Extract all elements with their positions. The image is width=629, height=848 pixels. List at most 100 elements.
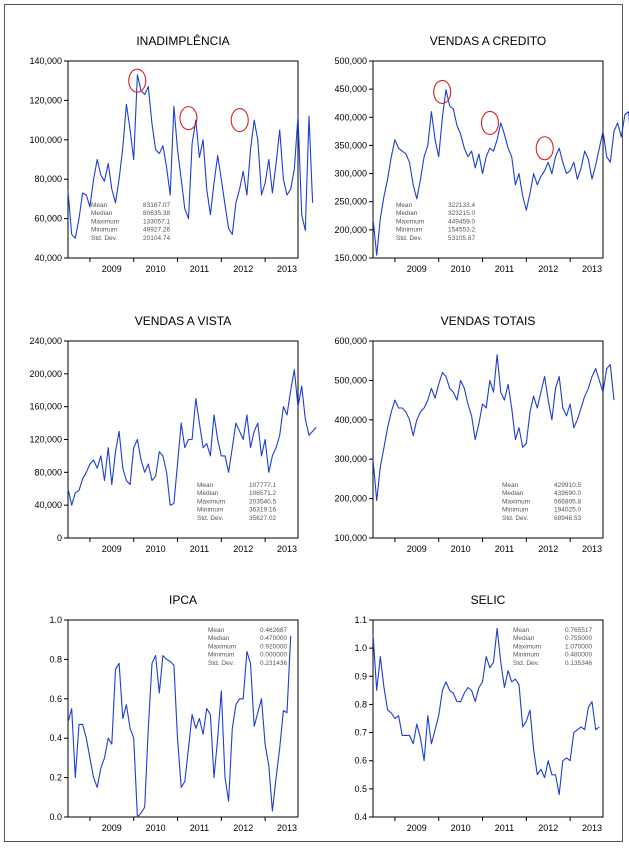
x-tick-label: 2012 xyxy=(538,823,558,833)
stat-value: 566805.8 xyxy=(554,498,581,505)
stat-label: Minimum xyxy=(513,652,539,659)
x-tick-label: 2009 xyxy=(407,264,427,274)
chart-title: VENDAS TOTAIS xyxy=(441,314,536,328)
chart-inadimplencia: INADIMPLÊNCIA 40,000 60,000 80,000 100,000 12… xyxy=(10,28,314,278)
stat-label: Std. Dev. xyxy=(91,235,117,242)
chart-vendas-a-vista: VENDAS A VISTA 0 40,000 80,000 120,000 160,00… xyxy=(10,308,317,558)
y-tick-label: 60,000 xyxy=(34,214,62,224)
y-tick-label: 0.9 xyxy=(354,671,367,681)
y-tick-label: 1.0 xyxy=(49,615,62,625)
stat-label: Std. Dev. xyxy=(208,660,234,667)
x-tick-label: 2009 xyxy=(407,823,427,833)
stat-value: 0.480000 xyxy=(565,652,592,659)
y-tick-label: 450,000 xyxy=(334,84,367,94)
chart-vendas-a-credito: VENDAS A CREDITO 150,000 200,000 250,000 300… xyxy=(315,28,629,278)
y-tick-label: 80,000 xyxy=(34,174,62,184)
stat-value: 0.231436 xyxy=(260,660,287,667)
stat-label: Median xyxy=(208,635,230,642)
stat-label: Mean xyxy=(208,627,225,634)
x-tick-label: 2012 xyxy=(538,544,558,554)
stat-label: Maximum xyxy=(91,218,119,225)
series-line xyxy=(372,354,615,502)
y-tick-label: 200,000 xyxy=(334,494,367,504)
stat-value: 80635.38 xyxy=(143,210,170,217)
y-tick-label: 0.4 xyxy=(354,812,367,822)
stat-label: Std. Dev. xyxy=(197,515,223,522)
y-tick-label: 400,000 xyxy=(334,112,367,122)
y-tick-label: 400,000 xyxy=(334,415,367,425)
y-tick-label: 100,000 xyxy=(29,135,62,145)
stat-value: 0.755000 xyxy=(565,635,592,642)
series-line xyxy=(67,369,317,506)
stat-label: Median xyxy=(502,490,524,497)
series-line xyxy=(67,635,292,818)
highlight-circle xyxy=(128,68,147,93)
stat-value: 53105.87 xyxy=(448,235,475,242)
y-tick-label: 300,000 xyxy=(334,454,367,464)
stat-value: 0.470000 xyxy=(260,635,287,642)
stat-value: 1.070000 xyxy=(565,643,592,650)
highlight-circle xyxy=(179,106,198,131)
stat-value: 83167.07 xyxy=(143,202,170,209)
y-tick-label: 0.6 xyxy=(354,756,367,766)
stat-value: 0.000000 xyxy=(260,652,287,659)
stat-label: Median xyxy=(396,210,418,217)
chart-vendas-totais: VENDAS TOTAIS 100,000 200,000 300,000 400,00… xyxy=(315,308,615,558)
y-tick-label: 600,000 xyxy=(334,336,367,346)
y-tick-label: 0.8 xyxy=(49,654,62,664)
y-tick-label: 500,000 xyxy=(334,375,367,385)
y-tick-label: 0 xyxy=(57,533,62,543)
x-tick-label: 2013 xyxy=(277,544,297,554)
stat-value: 429910.5 xyxy=(554,482,581,489)
chart-selic: SELIC 0.4 0.5 0.6 0.7 0.8 0.9 1.0 1.1 2009 2010 201… xyxy=(315,587,615,837)
x-tick-label: 2013 xyxy=(582,823,602,833)
stat-value: 194025.0 xyxy=(554,507,581,514)
stat-value: 0.462687 xyxy=(260,627,287,634)
x-tick-label: 2012 xyxy=(538,264,558,274)
stat-value: 35627.02 xyxy=(249,515,276,522)
chart-svg: VENDAS A CREDITO 150,000 200,000 250,000 300… xyxy=(334,34,629,274)
x-tick-label: 2010 xyxy=(451,264,471,274)
highlight-circle xyxy=(433,79,452,105)
stat-value: 203540.5 xyxy=(249,498,276,505)
stat-value: 49927.26 xyxy=(143,227,170,234)
y-tick-label: 250,000 xyxy=(334,197,367,207)
stat-value: 154553.2 xyxy=(448,227,475,234)
stat-value: 106571.2 xyxy=(249,490,276,497)
x-tick-label: 2010 xyxy=(146,823,166,833)
highlight-circle xyxy=(480,110,500,135)
chart-svg: VENDAS TOTAIS 100,000 200,000 300,000 400,00… xyxy=(334,314,615,554)
y-tick-label: 40,000 xyxy=(34,500,62,510)
plot-frame xyxy=(372,619,604,818)
chart-title: VENDAS A VISTA xyxy=(135,314,231,328)
y-tick-label: 0.5 xyxy=(354,784,367,794)
y-tick-label: 1.0 xyxy=(354,643,367,653)
y-tick-label: 140,000 xyxy=(29,56,62,66)
y-tick-label: 200,000 xyxy=(29,369,62,379)
stat-label: Std. Dev. xyxy=(502,515,528,522)
chart-svg: IPCA 0.0 0.2 0.4 0.6 0.8 1.0 2009 2010 2011 2012 20… xyxy=(49,593,299,833)
chart-title: IPCA xyxy=(169,593,197,607)
y-tick-label: 80,000 xyxy=(34,467,62,477)
stat-value: 0.920000 xyxy=(260,643,287,650)
series-line xyxy=(372,627,600,796)
y-tick-label: 160,000 xyxy=(29,402,62,412)
x-tick-label: 2011 xyxy=(495,264,514,274)
x-tick-label: 2013 xyxy=(277,823,297,833)
stat-label: Minimum xyxy=(91,227,117,234)
stat-value: 449459.0 xyxy=(448,218,475,225)
y-tick-label: 0.0 xyxy=(49,812,62,822)
stat-value: 0.765517 xyxy=(565,627,592,634)
stat-label: Maximum xyxy=(396,218,424,225)
stat-value: 322133.4 xyxy=(448,202,475,209)
x-tick-label: 2010 xyxy=(451,544,471,554)
x-tick-label: 2012 xyxy=(233,264,253,274)
x-tick-label: 2011 xyxy=(190,264,209,274)
y-tick-label: 0.7 xyxy=(354,728,367,738)
chart-title: VENDAS A CREDITO xyxy=(430,34,546,48)
y-tick-label: 40,000 xyxy=(34,253,62,263)
stat-label: Mean xyxy=(91,202,108,209)
highlight-circle xyxy=(230,108,249,133)
stat-value: 20104.74 xyxy=(143,235,170,242)
y-tick-label: 240,000 xyxy=(29,336,62,346)
